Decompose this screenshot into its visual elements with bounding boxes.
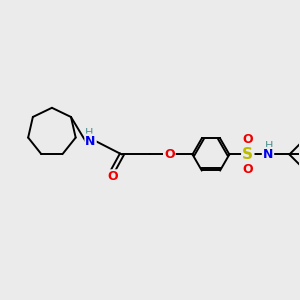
Text: N: N [85, 135, 96, 148]
Text: H: H [265, 141, 274, 151]
Text: O: O [107, 170, 118, 183]
Text: S: S [242, 147, 253, 162]
Text: O: O [242, 164, 253, 176]
Text: N: N [263, 148, 273, 161]
Text: O: O [242, 133, 253, 146]
Text: O: O [164, 148, 175, 161]
Text: H: H [85, 128, 93, 138]
